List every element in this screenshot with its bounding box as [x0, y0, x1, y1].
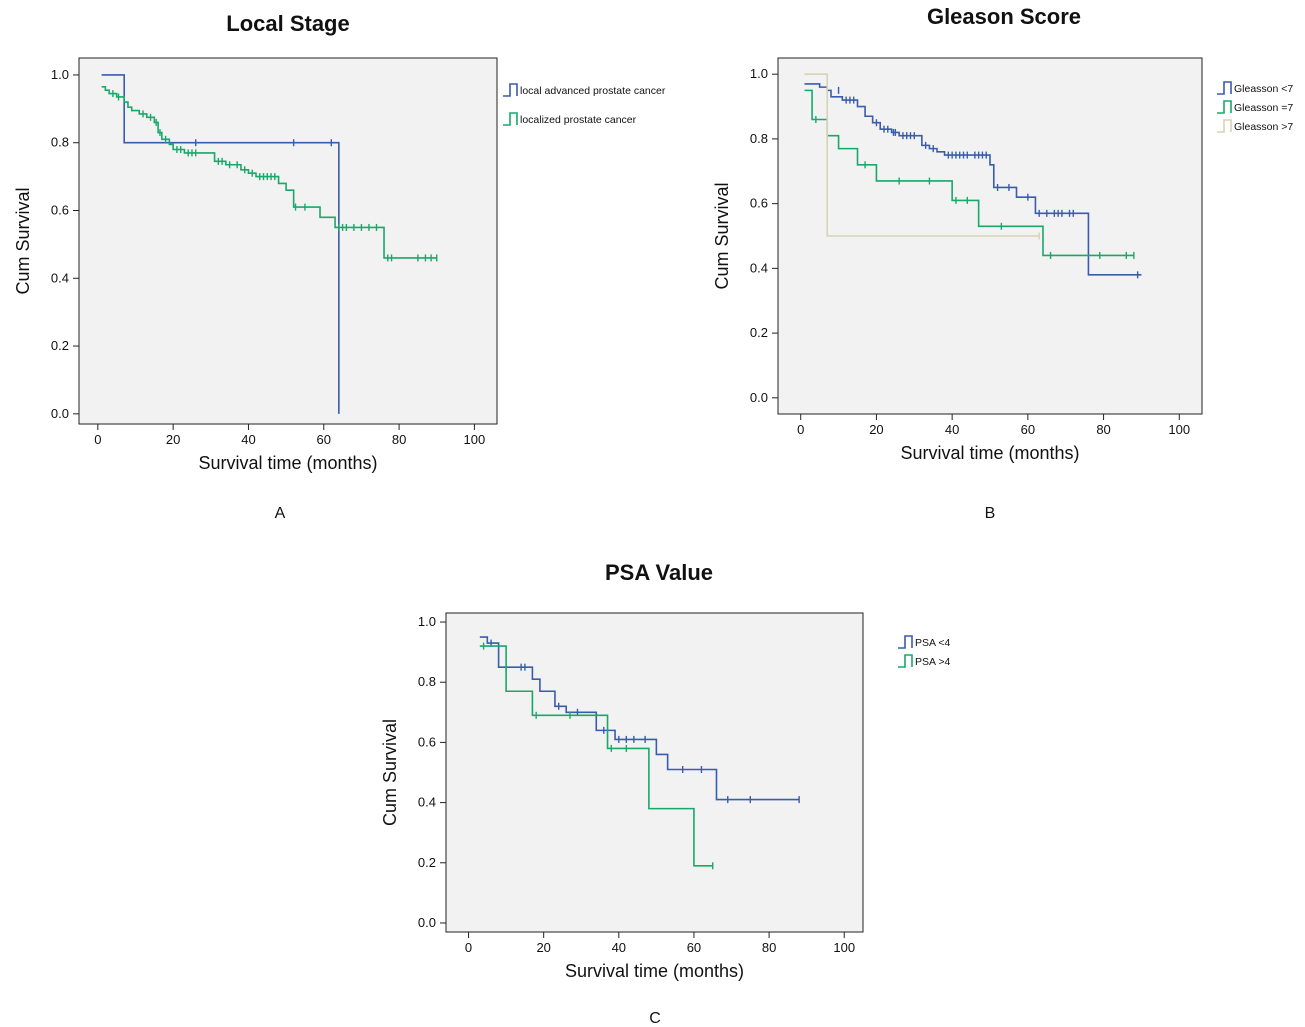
- legend-swatch: [898, 635, 913, 649]
- y-axis-label: Cum Survival: [380, 719, 400, 826]
- series-gleasson-7: [804, 73, 1040, 240]
- legend-label-local-advanced-prostate-cancer: local advanced prostate cancer: [520, 85, 666, 97]
- y-tick-label: 0.4: [750, 260, 768, 275]
- panel-letter: C: [649, 1010, 661, 1027]
- chart-b: Gleason Score 0 20 40 60 80 100 0.0 0.2 0.4 0.6 0.8…: [712, 4, 1293, 522]
- chart-c: PSA Value 0 20 40 60 80 100 0.0 0.2 0.4 0.6 0.8 1.0 S…: [380, 560, 950, 1027]
- survival-curve: [804, 89, 1134, 257]
- y-tick-label: 0.0: [51, 406, 69, 421]
- chart-a: Local Stage 0 20 40 60 80 100 0.0 0.2 0.4 0.6 0.8 1.…: [13, 11, 666, 522]
- legend-swatch: [503, 83, 518, 97]
- x-tick-label: 60: [1021, 422, 1035, 437]
- chart-title: Gleason Score: [927, 4, 1081, 29]
- y-tick-label: 0.6: [418, 734, 436, 749]
- y-tick-label: 1.0: [51, 67, 69, 82]
- legend-label-localized-prostate-cancer: localized prostate cancer: [520, 114, 637, 126]
- legend-swatch: [898, 654, 913, 668]
- x-tick-label: 80: [762, 940, 776, 955]
- legend-label-gleasson-7: Gleasson <7: [1234, 83, 1293, 95]
- plot-area: [78, 57, 498, 425]
- y-tick-label: 0.8: [750, 131, 768, 146]
- series-local-advanced-prostate-cancer: [101, 74, 340, 414]
- x-tick-label: 20: [536, 940, 550, 955]
- y-tick-label: 0.2: [51, 338, 69, 353]
- x-axis-label: Survival time (months): [565, 961, 744, 981]
- legend: Gleasson <7 Gleasson =7 Gleasson >7: [1217, 81, 1293, 133]
- legend-swatch: [1217, 81, 1232, 95]
- x-tick-label: 40: [241, 432, 255, 447]
- survival-curve: [479, 636, 800, 801]
- series-gleasson-7: [804, 89, 1135, 259]
- survival-curve: [101, 74, 340, 414]
- x-tick-label: 0: [465, 940, 472, 955]
- legend-swatch: [1217, 100, 1232, 114]
- panel-letter: B: [985, 505, 996, 522]
- series-gleasson-7: [804, 83, 1142, 279]
- legend-label-gleasson-7: Gleasson =7: [1234, 102, 1293, 114]
- x-tick-label: 0: [94, 432, 101, 447]
- x-tick-label: 40: [945, 422, 959, 437]
- x-axis-label: Survival time (months): [198, 453, 377, 473]
- y-axis-label: Cum Survival: [13, 187, 33, 294]
- x-tick-label: 60: [687, 940, 701, 955]
- y-tick-label: 0.2: [750, 325, 768, 340]
- y-tick-label: 0.0: [418, 915, 436, 930]
- series-localized-prostate-cancer: [101, 86, 438, 262]
- y-tick-label: 0.6: [51, 203, 69, 218]
- x-tick-label: 60: [317, 432, 331, 447]
- y-tick-label: 0.4: [51, 270, 69, 285]
- y-tick-label: 0.2: [418, 855, 436, 870]
- x-tick-label: 20: [166, 432, 180, 447]
- y-tick-label: 0.8: [51, 135, 69, 150]
- x-tick-label: 100: [833, 940, 855, 955]
- series-psa-4: [479, 636, 800, 804]
- x-tick-label: 100: [1168, 422, 1190, 437]
- series-psa-4: [479, 642, 714, 870]
- legend: PSA <4 PSA >4: [898, 635, 950, 668]
- x-axis-label: Survival time (months): [900, 443, 1079, 463]
- legend-swatch: [503, 112, 518, 126]
- panel-letter: A: [275, 505, 286, 522]
- survival-curve: [804, 83, 1142, 276]
- legend: local advanced prostate cancer localized …: [503, 83, 666, 126]
- y-tick-label: 1.0: [750, 66, 768, 81]
- survival-curve: [479, 645, 713, 867]
- plot-area: [445, 612, 864, 933]
- y-tick-label: 0.4: [418, 795, 436, 810]
- y-tick-label: 0.6: [750, 196, 768, 211]
- y-tick-label: 0.0: [750, 390, 768, 405]
- x-tick-label: 20: [869, 422, 883, 437]
- legend-label-psa-4: PSA >4: [915, 656, 950, 668]
- x-tick-label: 40: [612, 940, 626, 955]
- chart-title: Local Stage: [226, 11, 349, 36]
- survival-curve: [101, 86, 437, 259]
- legend-swatch: [1217, 119, 1232, 133]
- y-tick-label: 1.0: [418, 614, 436, 629]
- x-tick-label: 100: [464, 432, 486, 447]
- x-tick-label: 80: [1096, 422, 1110, 437]
- legend-label-psa-4: PSA <4: [915, 637, 950, 649]
- x-tick-label: 80: [392, 432, 406, 447]
- chart-title: PSA Value: [605, 560, 713, 585]
- x-tick-label: 0: [797, 422, 804, 437]
- y-tick-label: 0.8: [418, 674, 436, 689]
- survival-curve: [804, 73, 1040, 237]
- y-axis-label: Cum Survival: [712, 182, 732, 289]
- legend-label-gleasson-7: Gleasson >7: [1234, 121, 1293, 133]
